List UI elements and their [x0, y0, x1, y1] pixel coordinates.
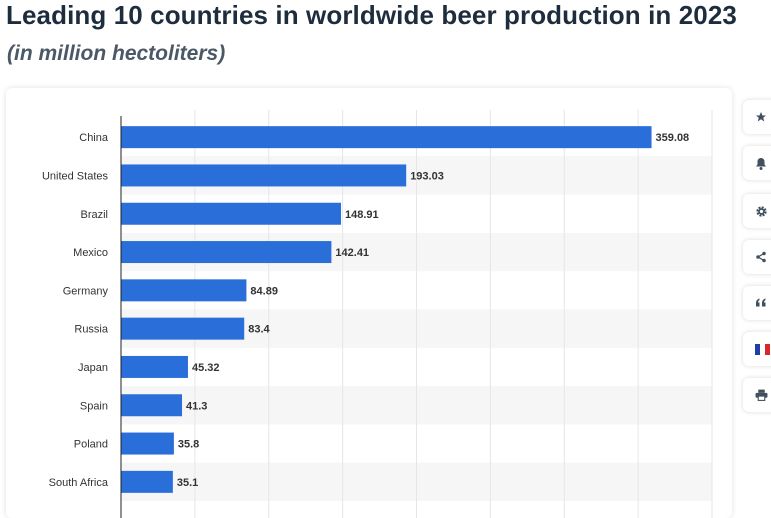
category-label: Germany: [63, 285, 109, 297]
value-label: 148.91: [345, 209, 379, 221]
printer-icon: [755, 389, 768, 401]
value-label: 142.41: [335, 247, 369, 259]
value-label: 41.3: [186, 400, 207, 412]
category-label: Russia: [74, 324, 109, 336]
bar: [121, 355, 188, 378]
category-label: Spain: [80, 400, 108, 412]
bar: [121, 202, 342, 225]
language-button[interactable]: [743, 332, 771, 366]
chart-subtitle: (in million hectoliters): [7, 42, 226, 65]
bar: [121, 432, 174, 455]
print-button[interactable]: [743, 378, 771, 412]
value-label: 84.89: [250, 285, 278, 297]
chart-card: China 359.08 United States 193.03 Brazil 148.…: [6, 88, 732, 518]
bell-icon: [756, 157, 766, 170]
value-label: 359.08: [656, 132, 690, 144]
category-label: Poland: [74, 439, 108, 451]
favorite-button[interactable]: [743, 100, 771, 134]
bar: [121, 394, 183, 417]
chart-title: Leading 10 countries in worldwide beer p…: [6, 0, 737, 30]
category-label: Brazil: [80, 209, 108, 221]
french-flag-icon: [755, 343, 770, 355]
share-button[interactable]: [743, 240, 771, 274]
category-label: China: [79, 132, 109, 144]
gear-icon: [756, 205, 767, 217]
value-label: 35.8: [178, 439, 199, 451]
bar: [121, 164, 407, 187]
category-label: Mexico: [73, 247, 108, 259]
bar: [121, 126, 652, 149]
value-label: 35.1: [177, 477, 198, 489]
bar: [121, 470, 173, 493]
bar: [121, 241, 332, 264]
category-label: United States: [42, 170, 109, 182]
bar-chart: China 359.08 United States 193.03 Brazil 148.…: [42, 110, 713, 518]
value-label: 83.4: [248, 324, 270, 336]
notification-button[interactable]: [743, 146, 771, 180]
citation-button[interactable]: [743, 286, 771, 320]
settings-button[interactable]: [743, 194, 771, 228]
value-label: 45.32: [192, 362, 220, 374]
bar: [121, 279, 247, 302]
category-label: South Africa: [49, 477, 109, 489]
star-icon: [756, 112, 766, 122]
share-icon: [756, 251, 766, 263]
value-label: 193.03: [410, 170, 444, 182]
quote-icon: [756, 298, 766, 307]
category-label: Japan: [78, 362, 108, 374]
bar: [121, 317, 245, 340]
